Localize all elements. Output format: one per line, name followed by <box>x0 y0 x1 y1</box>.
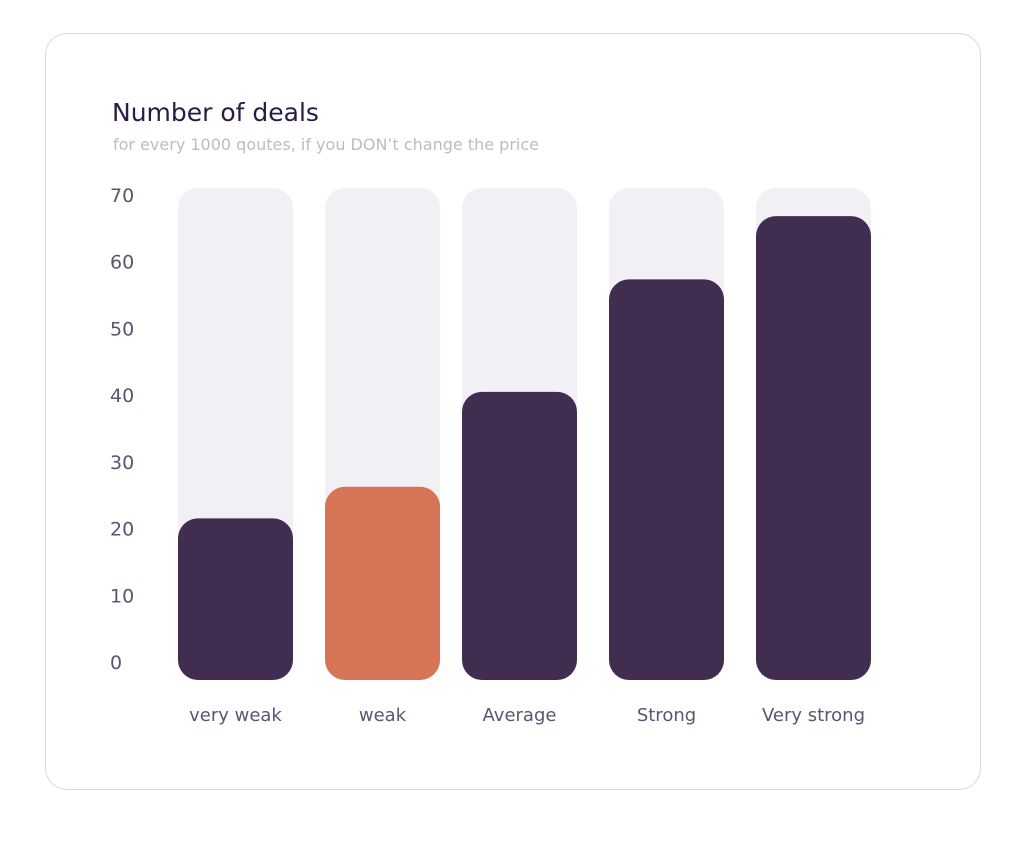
y-tick-label: 60 <box>110 252 134 274</box>
y-tick-label: 40 <box>110 385 134 407</box>
category-label: very weak <box>189 705 282 726</box>
bar-very-weak <box>178 518 293 680</box>
chart-title: Number of deals <box>112 98 319 127</box>
bar-average <box>462 391 577 680</box>
category-label: weak <box>359 705 407 726</box>
y-tick-label: 50 <box>110 318 134 340</box>
chart-subtitle: for every 1000 qoutes, if you DON’t chan… <box>113 135 539 154</box>
category-label: Average <box>483 705 557 726</box>
bar-strong <box>609 279 724 680</box>
y-tick-label: 20 <box>110 519 134 541</box>
bar-weak <box>325 486 440 680</box>
category-label: Strong <box>637 705 696 726</box>
y-tick-label: 30 <box>110 452 134 474</box>
y-tick-label: 0 <box>110 652 122 674</box>
y-tick-label: 70 <box>110 185 134 207</box>
y-axis: 0 10 20 30 40 50 60 70 <box>110 185 134 674</box>
y-tick-label: 10 <box>110 585 134 607</box>
x-axis: very weak weak Average Strong Very strong <box>189 705 865 726</box>
category-label: Very strong <box>762 705 865 726</box>
bar-very-strong <box>756 216 871 680</box>
bars <box>178 216 871 680</box>
